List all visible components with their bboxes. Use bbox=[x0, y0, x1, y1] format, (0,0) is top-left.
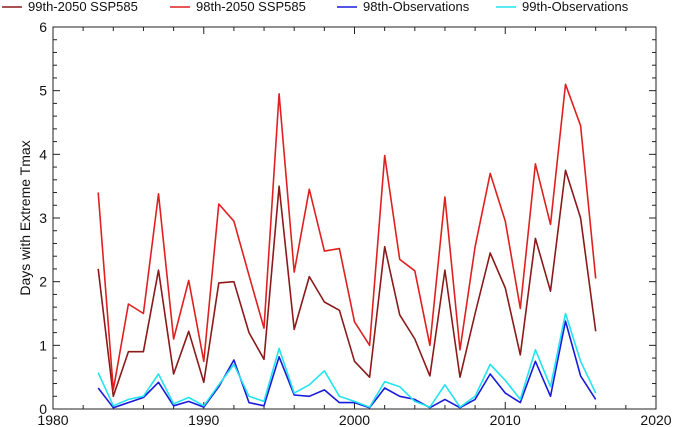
legend-label: 99th-2050 SSP585 bbox=[28, 0, 138, 14]
y-tick-label: 2 bbox=[39, 274, 47, 290]
x-tick-label: 2000 bbox=[339, 412, 370, 427]
series-line-99th-2050-ssp585 bbox=[97, 169, 597, 398]
x-tick-label: 1980 bbox=[37, 412, 68, 427]
series-layer bbox=[97, 83, 597, 409]
y-tick-label: 5 bbox=[39, 83, 47, 99]
y-tick-label: 6 bbox=[39, 19, 47, 35]
series-line-98th-2050-ssp585 bbox=[97, 83, 597, 391]
legend-label: 99th-Observations bbox=[522, 0, 629, 14]
y-tick-label: 3 bbox=[39, 210, 47, 226]
series-line-98th-observations bbox=[97, 320, 597, 409]
legend-label: 98th-Observations bbox=[363, 0, 470, 14]
y-axis-label: Days with Extreme Tmax bbox=[17, 140, 33, 295]
series-line-99th-observations bbox=[97, 312, 597, 408]
x-tick-label: 2010 bbox=[490, 412, 521, 427]
y-tick-label: 4 bbox=[39, 146, 47, 162]
y-tick-label: 0 bbox=[39, 401, 47, 417]
x-tick-label: 1990 bbox=[188, 412, 219, 427]
legend: 99th-2050 SSP585 98th-2050 SSP585 98th-Obs… bbox=[2, 0, 629, 14]
x-tick-label: 2020 bbox=[640, 412, 671, 427]
axes: 1980 1990 2000 2010 2020 0 1 2 3 4 5 6 bbox=[37, 19, 671, 427]
y-tick-label: 1 bbox=[39, 337, 47, 353]
legend-label: 98th-2050 SSP585 bbox=[196, 0, 306, 14]
